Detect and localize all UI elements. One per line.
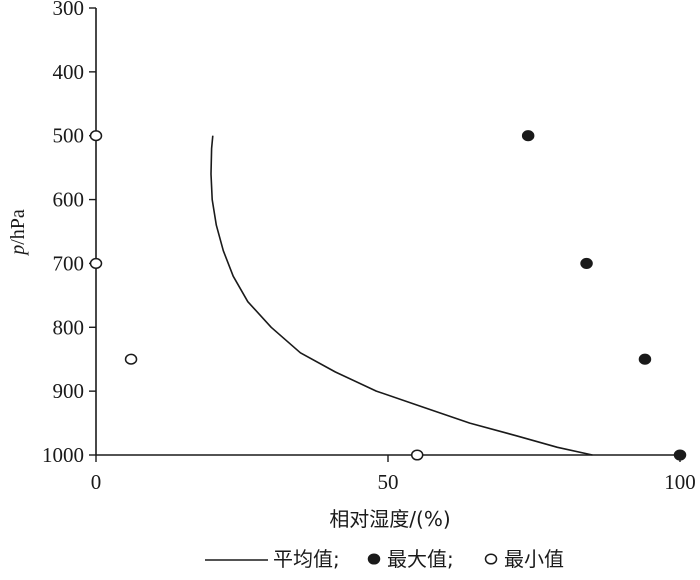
y-tick-label: 800 — [53, 315, 85, 339]
y-tick-label: 500 — [53, 124, 85, 148]
legend-open-circle-marker — [484, 553, 498, 565]
y-tick-label: 700 — [53, 251, 85, 275]
axes — [95, 8, 680, 456]
y-axis-title-symbol: p — [7, 245, 29, 257]
max-value-point — [638, 353, 652, 365]
min-value-point — [410, 449, 424, 461]
y-tick-label: 300 — [53, 0, 85, 20]
legend-label-max: 最大值; — [387, 547, 454, 571]
min-value-point — [89, 130, 103, 142]
min-value-point — [89, 257, 103, 269]
y-axis-title-unit: /hPa — [7, 209, 29, 245]
max-value-point — [580, 257, 593, 269]
x-tick-label: 0 — [91, 470, 102, 494]
y-axis-title: p/hPa — [7, 209, 29, 257]
x-tick-label: 50 — [378, 470, 399, 494]
ticks: 300 400 500 600 700 800 900 1000 0 50 100 — [42, 0, 696, 494]
y-tick-label: 400 — [53, 60, 85, 84]
legend-label-mean: 平均值; — [273, 547, 340, 571]
x-tick-label: 100 — [664, 470, 696, 494]
y-tick-label: 1000 — [42, 443, 84, 467]
legend: 平均值; 最大值; 最小值 — [205, 547, 564, 571]
y-tick-label: 900 — [53, 379, 85, 403]
series-layer — [89, 130, 687, 461]
legend-filled-circle-marker — [367, 553, 381, 565]
x-axis-title: 相对湿度/(%) — [329, 507, 450, 531]
legend-label-min: 最小值 — [504, 547, 564, 571]
max-value-point — [521, 130, 535, 142]
max-value-point — [673, 449, 687, 461]
mean-line — [210, 135, 593, 456]
min-value-point — [124, 353, 138, 365]
y-tick-label: 600 — [53, 188, 85, 212]
